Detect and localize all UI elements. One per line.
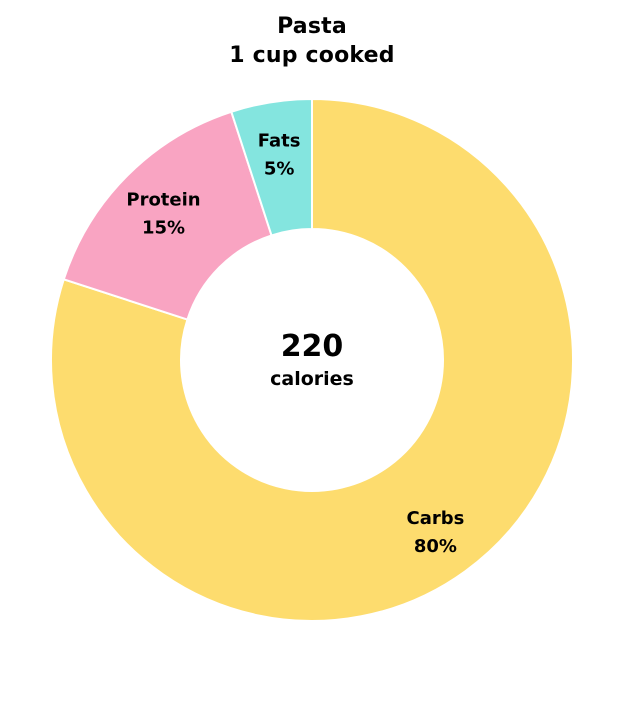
slice-label-fats: Fats <box>258 131 301 152</box>
chart-subtitle: 1 cup cooked <box>229 43 395 68</box>
slice-protein <box>62 110 273 321</box>
slice-fats <box>230 97 313 237</box>
slice-label-protein: Protein <box>126 190 200 211</box>
slice-label-carbs: Carbs <box>407 508 465 529</box>
slice-percent-carbs: 80% <box>414 536 457 557</box>
slice-percent-fats: 5% <box>264 159 295 180</box>
slice-percent-protein: 15% <box>142 218 185 239</box>
chart-title: Pasta <box>277 14 347 39</box>
donut-labels: Carbs 80% Protein 15% Fats 5% <box>126 131 464 557</box>
slice-carbs <box>50 97 574 622</box>
center-calories-unit: calories <box>270 368 354 390</box>
center-calories-value: 220 <box>281 329 344 364</box>
donut-slices <box>50 97 574 622</box>
